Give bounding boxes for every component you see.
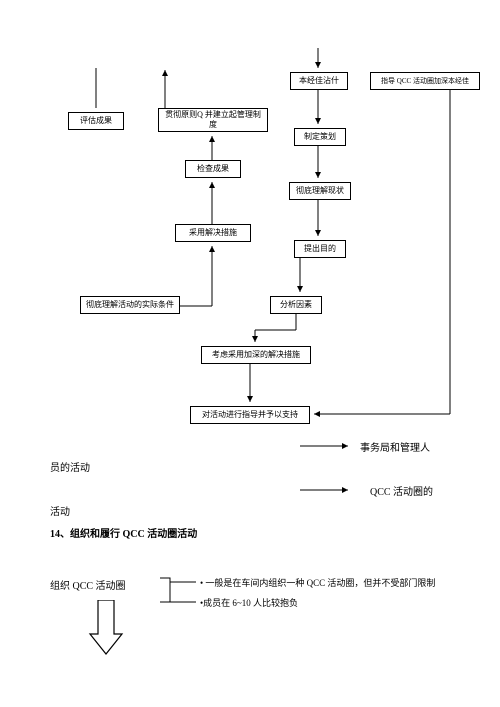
box-label: 采用解决措施 <box>189 228 237 238</box>
box-adopt-solutions: 采用解决措施 <box>175 224 251 242</box>
box-consider-solutions: 考虑采用加深的解决措施 <box>201 346 311 364</box>
label-qcc-activity: QCC 活动圈的 <box>370 486 433 499</box>
box-check-results: 检查成果 <box>185 160 241 178</box>
box-label: 分析因素 <box>280 300 312 310</box>
box-label: 本经佳沾什 <box>299 76 339 86</box>
label-organize-qcc: 组织 QCC 活动圈 <box>50 580 126 593</box>
box-grasp-status: 彻底理解现状 <box>289 182 351 200</box>
box-label: 制定策划 <box>304 132 336 142</box>
box-formulate-policy: 制定策划 <box>294 128 346 146</box>
bullet-1: • 一般是在车间内组织一种 QCC 活动圈，但并不受部门限制 <box>200 578 435 590</box>
box-label: 对活动进行指导并予以支持 <box>202 410 298 420</box>
bullet-2: •成员在 6~10 人比较抱负 <box>200 598 298 610</box>
section-title: 14、组织和履行 QCC 活动圈活动 <box>50 528 197 541</box>
box-label: 提出目的 <box>304 244 336 254</box>
label-member-activity: 员的活动 <box>50 462 90 475</box>
box-grasp-principle: 贯彻原则Q 并建立起管理制度 <box>158 108 268 132</box>
box-label: 彻底理解活动的实际条件 <box>86 300 174 310</box>
box-set-goal: 提出目的 <box>294 240 346 258</box>
box-evaluate-results: 评估成果 <box>68 112 124 130</box>
box-label: 指导 QCC 活动圈加深本经佳 <box>381 77 469 85</box>
box-guide-qcc: 指导 QCC 活动圈加深本经佳 <box>370 72 480 90</box>
box-analyze-factors: 分析因素 <box>270 296 322 314</box>
box-label: 考虑采用加深的解决措施 <box>212 350 300 360</box>
outline-arrow-icon <box>88 600 124 660</box>
box-label: 彻底理解现状 <box>296 186 344 196</box>
box-label: 贯彻原则Q 并建立起管理制度 <box>163 110 263 129</box>
label-activity: 活动 <box>50 506 70 519</box>
box-label: 检查成果 <box>197 164 229 174</box>
box-guide-support: 对活动进行指导并予以支持 <box>190 406 310 424</box>
box-evaluate-itself: 本经佳沾什 <box>290 72 348 90</box>
box-grasp-conditions: 彻底理解活动的实际条件 <box>80 296 180 314</box>
label-admin-activity: 事务局和管理人 <box>360 442 430 455</box>
box-label: 评估成果 <box>80 116 112 126</box>
